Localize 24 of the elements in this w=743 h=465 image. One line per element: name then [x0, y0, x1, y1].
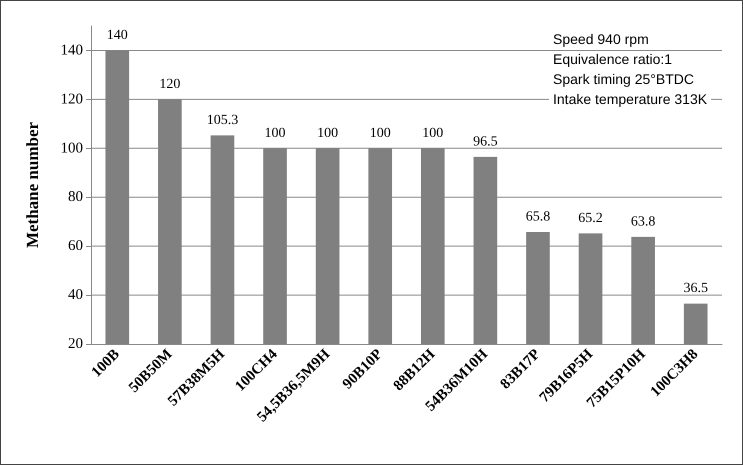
- annotation: Intake temperature 313K: [553, 91, 708, 107]
- data-label: 100: [370, 126, 391, 141]
- data-label: 120: [159, 76, 180, 92]
- data-label: 63.8: [630, 214, 656, 230]
- data-label: 36.5: [683, 281, 708, 296]
- y-tick-label: 120: [60, 91, 83, 108]
- data-label: 96.5: [473, 134, 498, 150]
- y-tick-label: 20: [68, 336, 83, 352]
- data-label: 100: [264, 126, 286, 141]
- data-label: 100: [422, 126, 444, 141]
- y-tick-label: 140: [60, 42, 83, 58]
- data-label: 65.2: [578, 210, 603, 226]
- y-tick-label: 40: [68, 287, 83, 304]
- data-label: 100: [317, 126, 338, 141]
- annotation: Speed 940 rpm: [553, 31, 649, 47]
- y-tick-label: 60: [68, 238, 83, 254]
- data-label: 140: [106, 28, 128, 43]
- data-label: 65.8: [526, 209, 550, 224]
- annotation: Spark timing 25°BTDC: [553, 71, 694, 87]
- y-axis-title: Methane number: [23, 122, 42, 248]
- y-tick-label: 100: [60, 140, 83, 156]
- data-label: 105.3: [206, 112, 238, 128]
- y-tick-label: 80: [68, 189, 83, 206]
- annotation: Equivalence ratio:1: [553, 51, 672, 67]
